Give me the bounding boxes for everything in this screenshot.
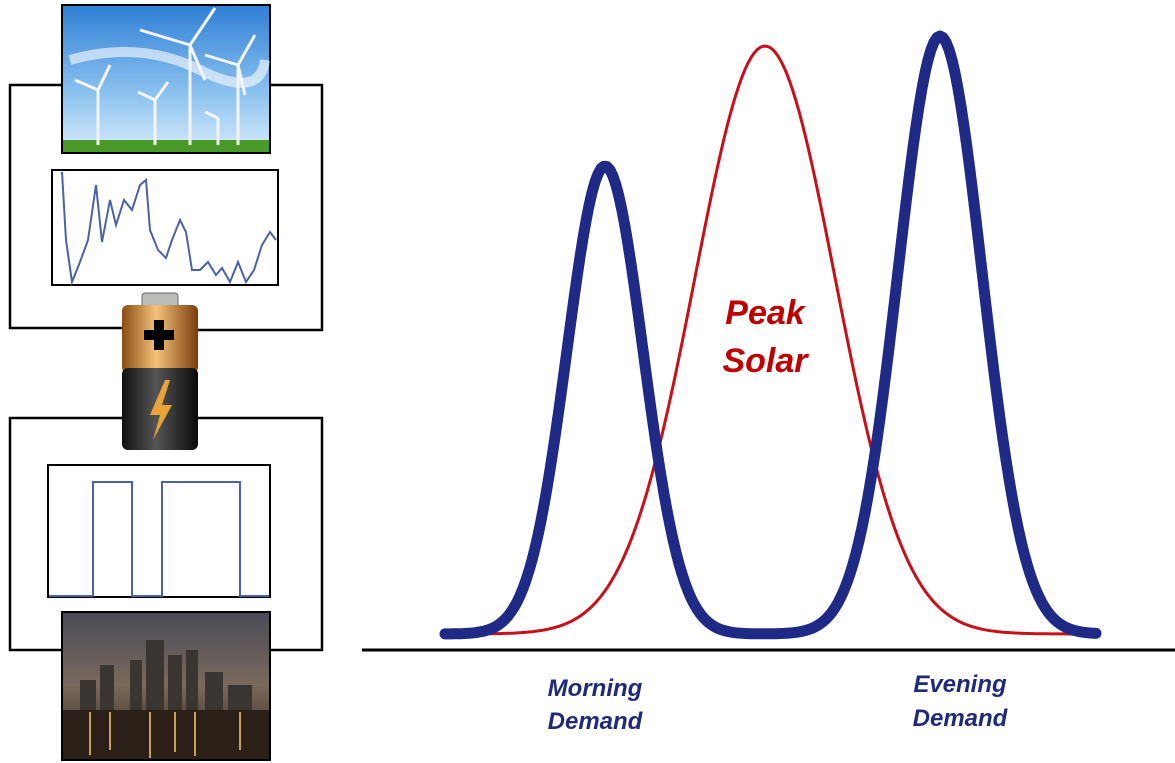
city-image	[62, 612, 270, 760]
demand-curve	[445, 36, 1096, 634]
wind-output-thumbnail	[52, 170, 278, 285]
page: Peak Solar Morning Demand Evening Demand…	[0, 0, 1175, 763]
battery-icon	[122, 293, 198, 450]
evening-demand-label: Evening	[913, 671, 1007, 698]
demand-thumbnail	[48, 465, 270, 597]
solar-curve	[445, 46, 1096, 634]
wind-farm-image	[62, 5, 270, 153]
morning-demand-label: Demand	[548, 708, 644, 735]
peak-solar-label: Peak	[725, 294, 806, 332]
peak-solar-label: Solar	[722, 342, 809, 380]
evening-demand-label: Demand	[913, 705, 1009, 732]
morning-demand-label: Morning	[548, 675, 643, 702]
diagram: Peak Solar Morning Demand Evening Demand	[0, 0, 1175, 763]
